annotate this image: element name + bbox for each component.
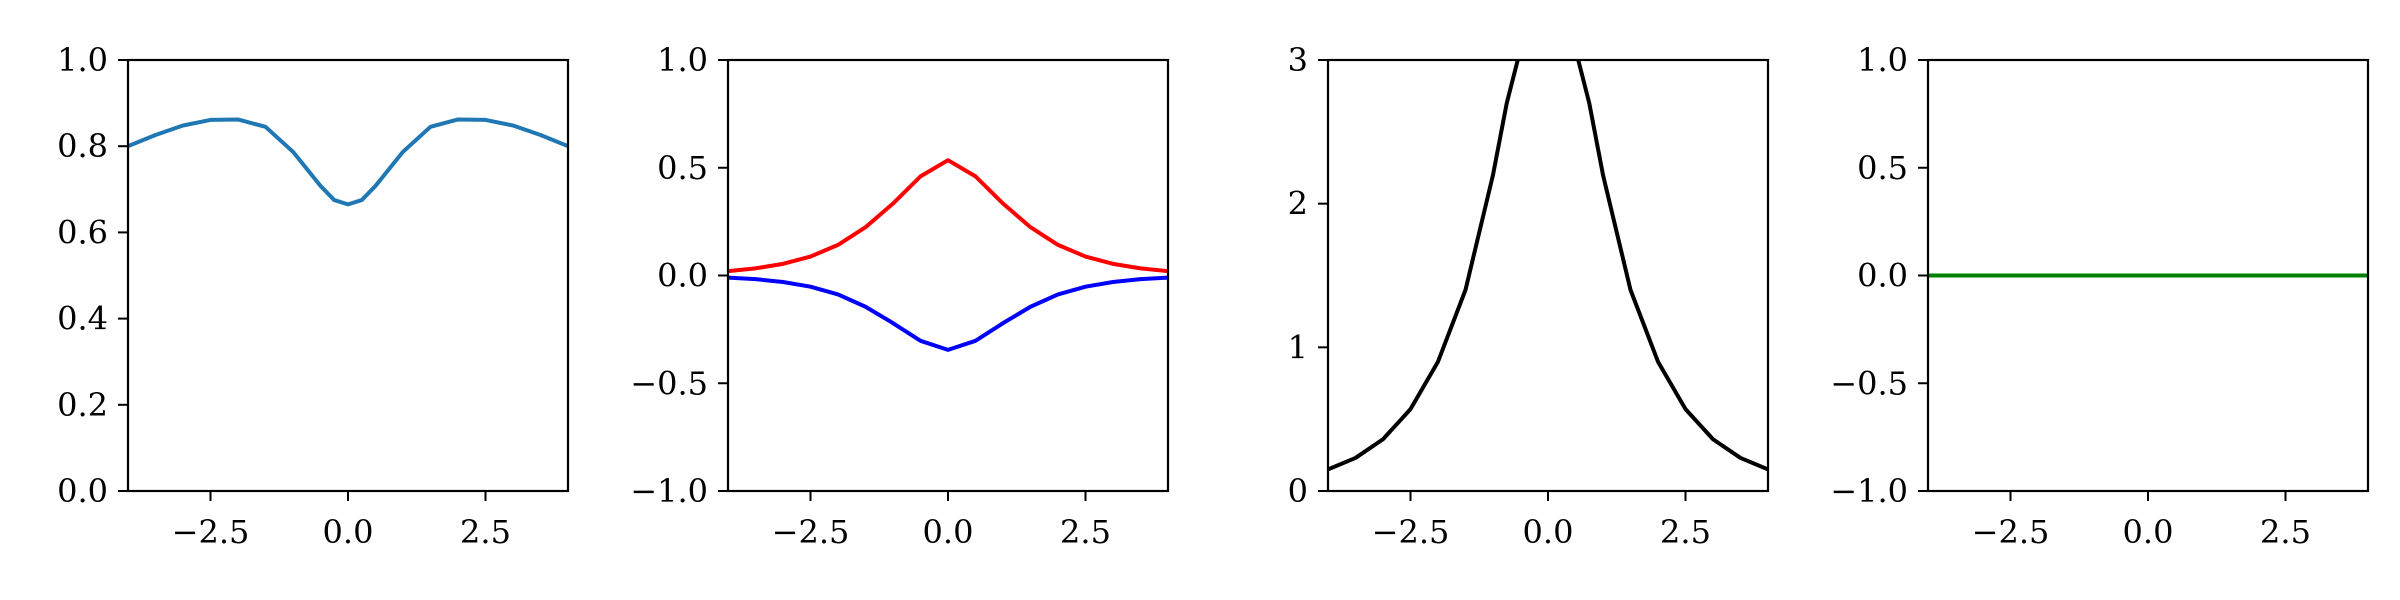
subplot-1: −2.5 0.0 2.5 0.0 0.2 0.4 0.6 0.8 1.0: [57, 41, 570, 551]
x-tick-label: −2.5: [1972, 513, 2050, 551]
y-tick-label: 1.0: [1857, 41, 1908, 79]
axes-frame: [726, 58, 1170, 493]
x-tick-label: 0.0: [923, 513, 974, 551]
series-line-1: [128, 117, 568, 207]
y-tick-label: −1.0: [630, 472, 708, 510]
y-tick-label: 0.0: [57, 472, 108, 510]
subplot-3: −2.5 0.0 2.5 0 1 2 3: [1288, 41, 1770, 551]
y-tick-label: 0.6: [57, 213, 108, 251]
y-tick-label: 1.0: [657, 41, 708, 79]
series-line-1: [728, 158, 1168, 274]
y-tick-label: 2: [1288, 185, 1308, 223]
x-tick-label: 2.5: [1060, 513, 1111, 551]
y-tick-label: 3: [1288, 41, 1308, 79]
y-tick-label: 0.8: [57, 127, 108, 165]
y-tick-label: 0.4: [57, 300, 108, 338]
y-tick-label: 0: [1288, 472, 1308, 510]
y-tick-label: 0.5: [657, 149, 708, 187]
x-tick-label: 0.0: [323, 513, 374, 551]
y-tick-label: 0.0: [1857, 257, 1908, 295]
series-line-1-part-1: [1328, 60, 1520, 472]
y-tick-label: −1.0: [1830, 472, 1908, 510]
series-group: [1328, 60, 1768, 472]
x-tick-label: −2.5: [772, 513, 850, 551]
x-tick-label: −2.5: [172, 513, 250, 551]
series-group: [128, 117, 568, 207]
y-tick-label: 1.0: [57, 41, 108, 79]
x-tick-label: 2.5: [2260, 513, 2311, 551]
y-tick-label: 1: [1288, 328, 1308, 366]
y-tick-label: 0.2: [57, 386, 108, 424]
y-tick-label: −0.5: [1830, 364, 1908, 402]
x-tick-label: 2.5: [1660, 513, 1711, 551]
series-group: [728, 158, 1168, 352]
y-tick-label: 0.5: [1857, 149, 1908, 187]
y-tick-label: 0.0: [657, 257, 708, 295]
x-tick-label: 2.5: [460, 513, 511, 551]
subplot-2: −2.5 0.0 2.5 −1.0 −0.5 0.0 0.5 1.0: [630, 41, 1170, 551]
x-tick-label: 0.0: [1523, 513, 1574, 551]
subplot-4: −2.5 0.0 2.5 −1.0 −0.5 0.0 0.5 1.0: [1830, 41, 2370, 551]
series-line-1-part-2: [1576, 60, 1768, 472]
series-line-2: [728, 275, 1168, 352]
x-tick-label: 0.0: [2123, 513, 2174, 551]
x-tick-label: −2.5: [1372, 513, 1450, 551]
y-tick-label: −0.5: [630, 364, 708, 402]
